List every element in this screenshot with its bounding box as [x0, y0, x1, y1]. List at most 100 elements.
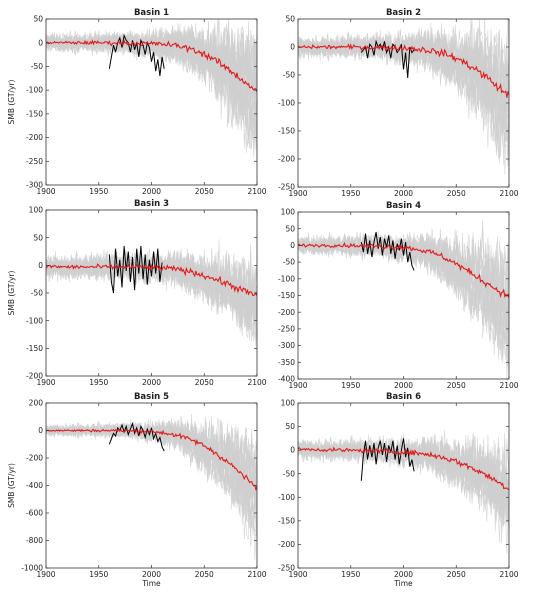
x-tick-label: 1950	[341, 189, 360, 198]
plot-area	[46, 19, 257, 162]
y-tick-label: 100	[29, 206, 44, 215]
x-tick-label: 2100	[247, 187, 266, 196]
x-tick-label: 2000	[142, 187, 161, 196]
y-axis-label: SMB (GT/yr)	[7, 463, 16, 508]
y-tick-label: -50	[31, 62, 43, 71]
y-tick-label: 0	[290, 241, 295, 250]
y-tick-label: -400	[278, 375, 295, 384]
panel-5: 1900 1950 2000 2050 21002000-200-400-600-800…	[7, 392, 267, 588]
x-tick-label: 1900	[36, 187, 55, 196]
x-tick-label: 2050	[447, 381, 466, 390]
y-tick-label: -50	[283, 258, 295, 267]
y-tick-label: -350	[278, 358, 295, 367]
panel-6: 1900 1950 2000 2050 2100 100 50 0 -50 -100 -150 -20…	[278, 392, 519, 588]
panel-title: Basin 4	[386, 201, 421, 211]
x-tick-label: 1950	[341, 570, 360, 579]
ensemble-line	[46, 26, 257, 130]
ensemble-line	[298, 439, 509, 526]
x-tick-label: 2050	[447, 570, 466, 579]
x-tick-label: 1950	[89, 378, 108, 387]
y-tick-label: -100	[278, 493, 295, 502]
plot-area	[298, 220, 509, 379]
ensemble-line	[46, 29, 257, 157]
x-tick-label: 2000	[394, 189, 413, 198]
x-tick-label: 1900	[288, 189, 307, 198]
ensemble-line	[46, 419, 257, 496]
y-tick-label: 100	[281, 399, 296, 408]
x-tick-label: 2050	[195, 570, 214, 579]
x-tick-label: 2100	[499, 570, 518, 579]
y-tick-label: -50	[283, 469, 295, 478]
x-tick-label: 2000	[142, 378, 161, 387]
x-tick-label: 2000	[394, 381, 413, 390]
x-tick-label: 2100	[247, 570, 266, 579]
ensemble-line	[298, 32, 509, 133]
y-tick-label: -150	[278, 291, 295, 300]
y-tick-label: 0	[38, 261, 43, 270]
x-tick-label: 1900	[36, 378, 55, 387]
x-tick-label: 1950	[89, 570, 108, 579]
x-tick-label: 1950	[89, 187, 108, 196]
y-tick-label: -300	[26, 181, 43, 190]
x-tick-label: 2100	[247, 378, 266, 387]
y-tick-label: -200	[26, 372, 43, 381]
panel-4: 1900 1950 2000 2050 2100 100 50 0 -50 -100 -150 -20…	[278, 201, 519, 390]
y-tick-label: -100	[278, 274, 295, 283]
y-tick-label: 0	[290, 446, 295, 455]
y-tick-label: -100	[26, 316, 43, 325]
x-tick-label: 2050	[195, 187, 214, 196]
y-tick-label: -200	[278, 308, 295, 317]
x-tick-label: 1950	[341, 381, 360, 390]
y-tick-label: 50	[33, 15, 43, 24]
y-tick-label: 0	[38, 38, 43, 47]
ensemble-line	[298, 439, 509, 554]
mean-line	[298, 446, 509, 491]
mean-line	[46, 427, 257, 491]
plot-area	[46, 413, 257, 561]
y-tick-label: -50	[31, 289, 43, 298]
x-tick-label: 2100	[499, 381, 518, 390]
plot-area	[298, 430, 509, 554]
mean-line	[46, 39, 257, 93]
panel-1: 1900 1950 2000 2050 2100 50 0 -50 -100 -150 -200 -2…	[7, 8, 267, 196]
y-tick-label: -200	[278, 540, 295, 549]
y-tick-label: -200	[278, 155, 295, 164]
ensemble-line	[298, 35, 509, 159]
mean-line	[298, 43, 509, 98]
ensemble-line	[46, 420, 257, 547]
panel-title: Basin 2	[386, 8, 421, 18]
panel-title: Basin 3	[134, 199, 169, 209]
y-tick-label: -50	[283, 71, 295, 80]
y-tick-label: -800	[26, 536, 43, 545]
y-tick-label: -150	[278, 516, 295, 525]
y-tick-label: 0	[38, 426, 43, 435]
y-tick-label: 50	[285, 15, 295, 24]
x-tick-label: 2000	[394, 570, 413, 579]
observed-line	[360, 39, 415, 78]
y-tick-label: -150	[26, 344, 43, 353]
y-tick-label: 200	[29, 399, 44, 408]
x-tick-label: 1900	[288, 381, 307, 390]
panel-title: Basin 6	[386, 392, 421, 402]
y-tick-label: 50	[285, 224, 295, 233]
x-tick-label: 2100	[499, 189, 518, 198]
mean-line	[46, 263, 257, 297]
y-tick-label: -300	[278, 341, 295, 350]
y-tick-label: -250	[278, 325, 295, 334]
y-tick-label: 0	[290, 43, 295, 52]
y-tick-label: -600	[26, 509, 43, 518]
observed-line	[360, 231, 415, 271]
y-axis-label: SMB (GT/yr)	[7, 271, 16, 316]
x-tick-label: 2050	[447, 189, 466, 198]
x-tick-label: 1900	[288, 570, 307, 579]
panel-title: Basin 5	[134, 392, 169, 402]
panel-2: 1900 1950 2000 2050 2100 50 0 -50 -100 -150 -200 -2…	[278, 8, 519, 198]
observed-line	[360, 438, 415, 481]
y-tick-label: -200	[26, 454, 43, 463]
x-tick-label: 1900	[36, 570, 55, 579]
panel-3: 1900 1950 2000 2050 2100 100 50 0 -50 -100 -150 -20…	[7, 199, 267, 387]
y-tick-label: -150	[26, 109, 43, 118]
y-tick-label: -250	[278, 564, 295, 573]
x-axis-label: Time	[393, 579, 413, 588]
